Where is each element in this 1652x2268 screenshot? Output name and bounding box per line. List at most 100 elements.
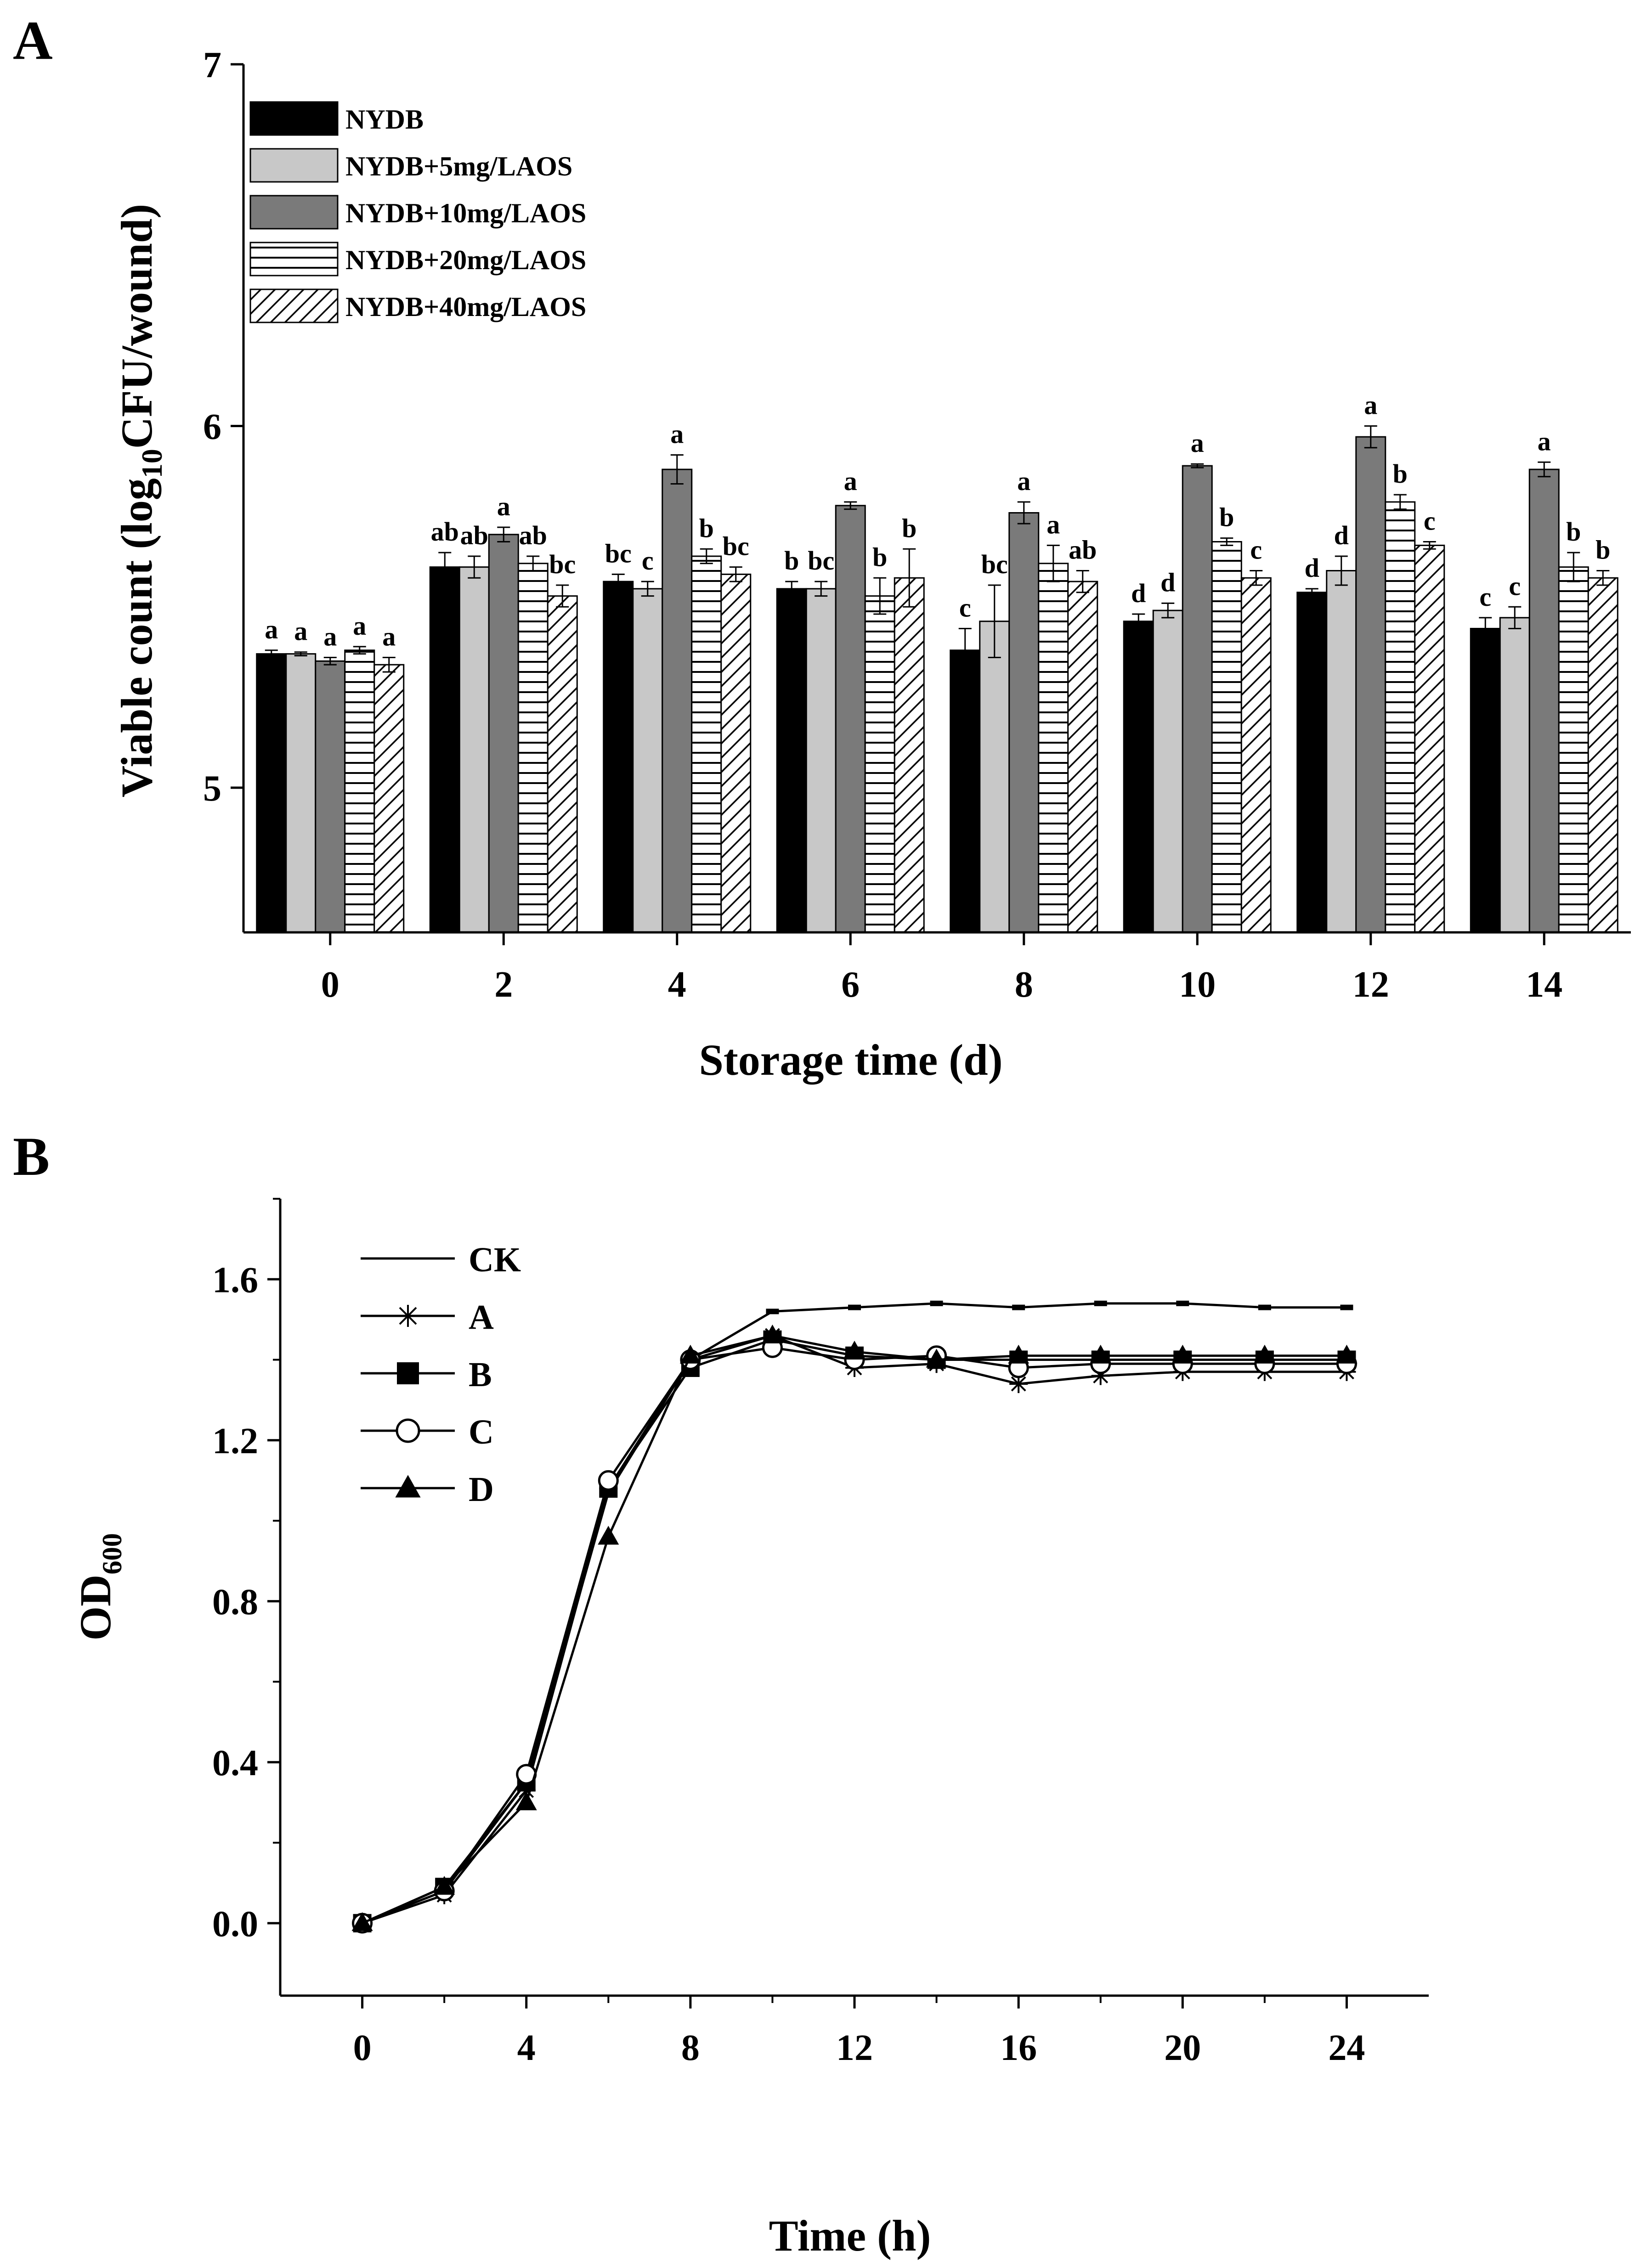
marker-triangle	[434, 1876, 455, 1895]
marker-dash	[1176, 1300, 1189, 1306]
bar	[1008, 512, 1040, 933]
significance-label: bc	[808, 546, 834, 575]
significance-label: a	[497, 491, 510, 521]
legend-label: C	[469, 1413, 494, 1451]
legend-label: NYDB+10mg/LAOS	[345, 198, 586, 228]
marker-star-stroke	[1011, 1376, 1026, 1392]
significance-label: c	[959, 593, 971, 623]
bar	[1038, 563, 1069, 933]
panel-a-y-axis-label-unit: CFU/wound)	[112, 204, 161, 449]
series-ck	[356, 1300, 1353, 1926]
significance-label: a	[1364, 390, 1377, 420]
significance-label: b	[1393, 459, 1408, 489]
bar	[1182, 465, 1213, 933]
bar	[344, 649, 375, 933]
significance-label: b	[1566, 517, 1581, 547]
legend-label: CK	[469, 1241, 521, 1279]
bar	[979, 621, 1010, 933]
panel-b-lines	[351, 1300, 1358, 1934]
significance-label: c	[1479, 582, 1491, 612]
panel-b: B 0.0 0.4 0.8 1.2 1.6 0 4 8 12 16 20 24 Time (h) OD…	[13, 1126, 1429, 2260]
panel-b-x-tick-label: 12	[836, 2028, 873, 2068]
panel-b-letter: B	[13, 1126, 50, 1187]
panel-a-axes	[231, 63, 1631, 945]
bar	[805, 588, 837, 933]
panel-b-y-tick-label: 1.2	[212, 1421, 258, 1461]
panel-a-x-tick-label: 2	[494, 965, 513, 1005]
significance-label: b	[784, 546, 799, 575]
significance-label: ab	[519, 520, 547, 550]
series-line	[362, 1346, 1347, 1924]
bar	[1152, 609, 1183, 933]
significance-label: d	[1131, 578, 1146, 608]
series-c	[352, 1337, 1357, 1934]
legend-swatch	[249, 195, 339, 230]
bar	[776, 588, 807, 933]
significance-label: c	[1509, 571, 1521, 601]
panel-a-x-tick-label: 10	[1179, 965, 1216, 1005]
panel-a-x-tick-label: 8	[1015, 965, 1033, 1005]
marker-square	[397, 1362, 419, 1384]
panel-a-y-axis-label: Viable count (log10CFU/wound)	[112, 204, 168, 798]
significance-label: a	[294, 616, 307, 646]
legend-swatch	[249, 288, 339, 323]
bar	[517, 563, 549, 933]
panel-b-tick-labels: 0.0 0.4 0.8 1.2 1.6 0 4 8 12 16 20 24	[212, 1260, 1365, 2068]
bar	[285, 653, 317, 933]
bar	[894, 577, 925, 933]
bar	[632, 588, 663, 933]
marker-triangle	[1008, 1344, 1030, 1364]
legend-label: B	[469, 1355, 492, 1394]
marker-circle	[598, 1470, 619, 1491]
panel-b-y-tick-label: 0.8	[212, 1582, 258, 1622]
bar	[1587, 577, 1618, 933]
marker-triangle	[1336, 1344, 1358, 1364]
significance-label: bc	[723, 531, 749, 561]
panel-b-x-axis-label: Time (h)	[769, 2211, 931, 2260]
significance-label: a	[1538, 426, 1551, 456]
bar	[1558, 566, 1589, 933]
significance-label: b	[1219, 502, 1234, 532]
bar	[720, 573, 752, 933]
series-b	[353, 1330, 1356, 1933]
significance-label: bc	[981, 549, 1008, 579]
series-line	[362, 1334, 1347, 1924]
marker-triangle	[395, 1475, 421, 1498]
bar	[458, 566, 490, 933]
bar	[1296, 592, 1328, 933]
panel-b-x-tick-label: 0	[353, 2028, 372, 2068]
series-line	[362, 1338, 1347, 1924]
significance-label: ab	[431, 517, 459, 547]
marker-triangle	[679, 1344, 701, 1364]
marker-triangle	[926, 1348, 947, 1368]
panel-b-axes	[267, 1198, 1429, 2008]
significance-label: d	[1160, 567, 1175, 597]
legend-label: NYDB+40mg/LAOS	[345, 292, 586, 322]
legend-swatch	[249, 148, 339, 183]
marker-star	[397, 1305, 419, 1327]
bar	[488, 534, 519, 933]
panel-a-y-tick-label: 7	[203, 45, 221, 85]
bar	[256, 653, 287, 933]
panel-b-x-tick-label: 16	[1000, 2028, 1037, 2068]
panel-b-x-tick-label: 8	[681, 2028, 700, 2068]
significance-label: c	[642, 546, 654, 575]
bar	[1326, 570, 1357, 933]
panel-a-y-axis-label-subscript: 10	[136, 449, 168, 478]
bar	[373, 664, 405, 933]
panel-a-x-tick-label: 0	[321, 965, 339, 1005]
bar	[1240, 577, 1272, 933]
bar	[1211, 541, 1242, 933]
bar	[864, 595, 895, 933]
series-line	[362, 1302, 1347, 1924]
marker-dash	[1258, 1304, 1271, 1310]
significance-label: a	[1017, 466, 1030, 496]
bar	[1355, 436, 1386, 933]
panel-a-y-tick-label: 5	[203, 768, 221, 809]
marker-dash	[1340, 1304, 1353, 1310]
bar	[835, 505, 866, 933]
marker-triangle	[1254, 1344, 1275, 1364]
significance-label: d	[1305, 553, 1319, 583]
